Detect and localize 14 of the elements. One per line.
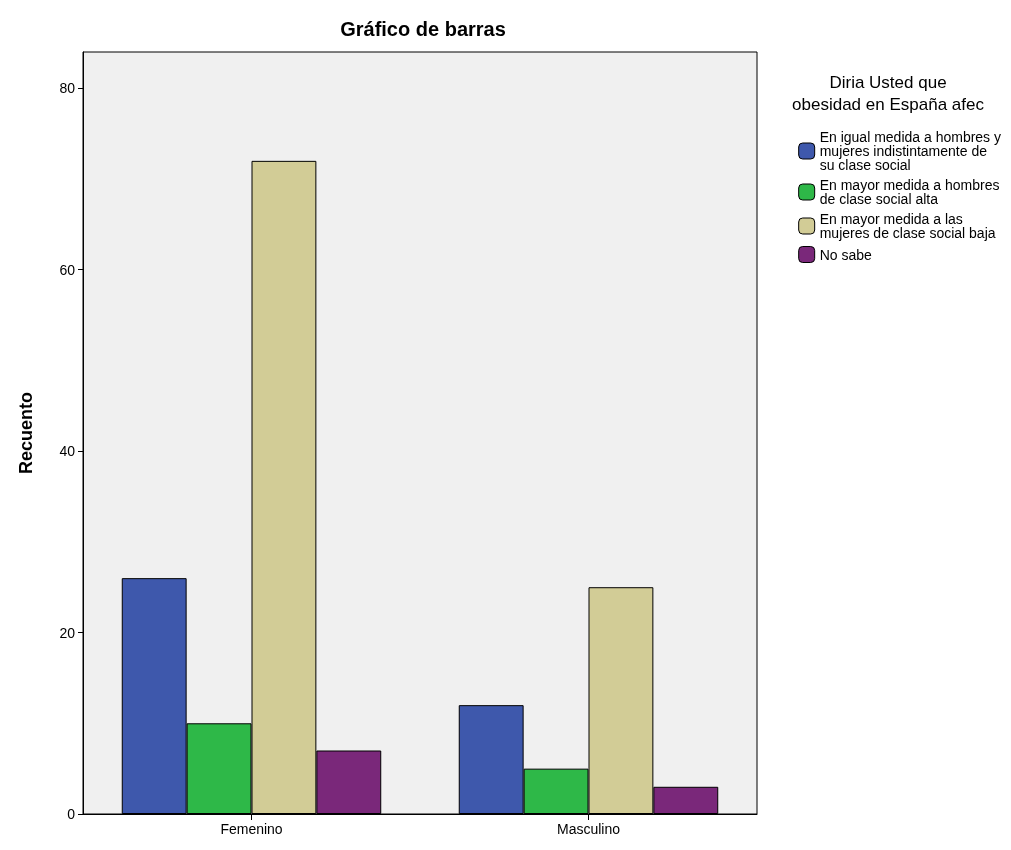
legend-title: Diria Usted que obesidad en España afec [792,72,985,114]
y-tick-label: 0 [67,806,76,822]
legend-label: En mayor medida a hombres de clase social alta [819,177,1000,207]
y-tick-label: 20 [59,624,76,641]
chart-title: Gráfico de barras [340,18,506,40]
legend-label: En mayor medida a las mujeres de clase social baja [819,211,996,241]
x-tick-label: Femenino [220,821,283,837]
y-tick-label: 60 [59,261,76,278]
y-tick-label: 40 [59,443,76,460]
y-tick-label: 80 [59,80,76,97]
legend-label: No sabe [819,246,873,263]
x-tick-label: Masculino [556,821,621,837]
legend-label: En igual medida a hombres y mujeres indistintamente de su clase social [819,129,1001,173]
y-axis-title: Recuento [16,391,36,475]
